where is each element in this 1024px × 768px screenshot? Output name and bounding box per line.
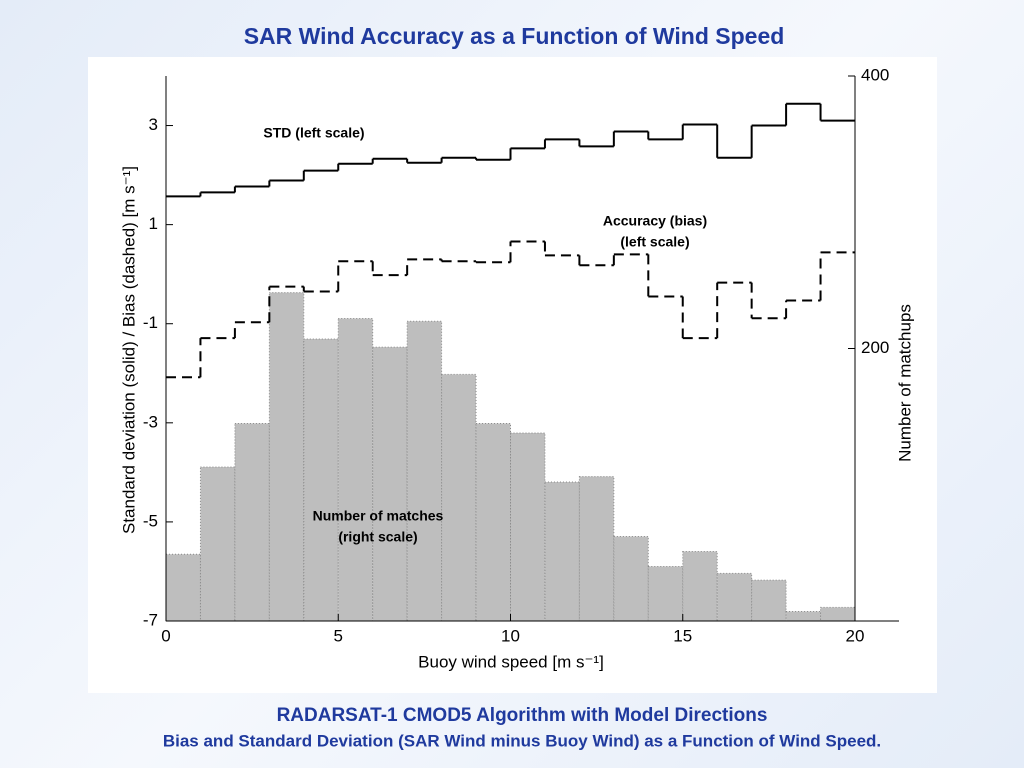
count-bar (234, 422, 270, 622)
count-bar (475, 422, 511, 622)
count-bar (647, 566, 684, 622)
annotation: Number of matches (313, 508, 444, 524)
y2-axis-label: Number of matchups (895, 304, 914, 462)
count-bar (372, 346, 408, 622)
annotation: (left scale) (620, 234, 689, 250)
x-tick-label: 15 (673, 626, 692, 645)
count-bar (682, 551, 718, 622)
count-bar (199, 466, 236, 622)
count-bar (820, 606, 856, 622)
x-tick-label: 0 (161, 626, 170, 645)
count-bar (406, 320, 443, 622)
count-bar (578, 476, 615, 622)
count-bar (751, 579, 787, 622)
x-axis-label: Buoy wind speed [m s⁻¹] (418, 652, 604, 671)
annotation: STD (left scale) (263, 125, 364, 141)
y-tick-label: 3 (149, 115, 158, 134)
count-bar (785, 610, 822, 622)
count-bar (303, 338, 339, 622)
count-bar (165, 553, 201, 622)
count-bar (337, 318, 374, 622)
x-tick-label: 20 (846, 626, 865, 645)
title: SAR Wind Accuracy as a Function of Wind … (244, 23, 785, 49)
footer-line: Bias and Standard Deviation (SAR Wind mi… (163, 731, 881, 750)
y-tick-label: -3 (143, 412, 158, 431)
count-bar (613, 536, 649, 622)
count-bar (268, 292, 305, 622)
count-bar (441, 373, 477, 622)
x-tick-label: 5 (334, 626, 343, 645)
annotation: (right scale) (338, 529, 417, 545)
footer-line: RADARSAT-1 CMOD5 Algorithm with Model Di… (277, 705, 768, 726)
y-tick-label: -5 (143, 511, 158, 530)
y-tick-label: 1 (149, 214, 158, 233)
y2-tick-label: 400 (861, 65, 889, 84)
y-tick-label: -1 (143, 313, 158, 332)
y2-tick-label: 200 (861, 338, 889, 357)
count-bar (716, 572, 753, 622)
x-tick-label: 10 (501, 626, 520, 645)
y-axis-label: Standard deviation (solid) / Bias (dashe… (119, 166, 138, 534)
y-tick-label: -7 (143, 610, 158, 629)
count-bar (510, 432, 546, 622)
count-bar (544, 481, 580, 622)
annotation: Accuracy (bias) (603, 213, 707, 229)
